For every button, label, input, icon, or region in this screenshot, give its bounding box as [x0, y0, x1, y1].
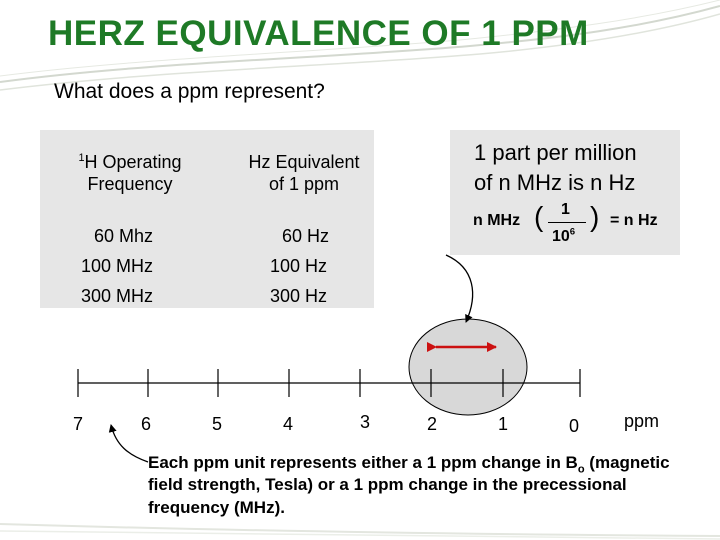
slide-title: HERZ EQUIVALENCE OF 1 PPM: [48, 14, 589, 53]
table-cell-hz: 60 Hz: [282, 226, 330, 246]
note-subscript: o: [577, 463, 585, 476]
header-frequency-line2: Frequency: [87, 173, 173, 194]
table-header-frequency: 1H Operating Frequency: [60, 152, 200, 195]
scale-unit-label: ppm: [624, 411, 660, 431]
highlight-oval: [408, 318, 528, 416]
table-cell-frequency: 300 MHz: [81, 286, 154, 306]
table-cell-frequency: 100 MHz: [81, 256, 154, 276]
slide-subtitle: What does a ppm represent?: [54, 80, 325, 103]
formula-fraction-bar: [548, 222, 586, 223]
formula-result: = n Hz: [610, 212, 658, 229]
header-hz-line2: of 1 ppm: [268, 173, 340, 194]
equivalence-table: [40, 130, 374, 308]
definition-box: [450, 130, 680, 255]
table-header-hz-equivalent: Hz Equivalent of 1 ppm: [224, 152, 384, 195]
note-pointer-arrow: [108, 424, 149, 463]
scale-tick-label: 0: [569, 416, 580, 436]
header-frequency-line1: H Operating: [84, 152, 182, 172]
scale-tick-label: 5: [212, 414, 223, 434]
table-cell-hz: 300 Hz: [270, 286, 328, 306]
scale-tick-marks: [77, 369, 581, 397]
scale-tick-label: 3: [360, 412, 371, 432]
formula-close-paren: ): [590, 201, 600, 232]
scale-tick-label: 7: [73, 414, 84, 434]
explanation-note: Each ppm unit represents either a 1 ppm …: [148, 453, 670, 517]
formula-prefix: n MHz: [473, 212, 521, 229]
scale-tick-label: 4: [283, 414, 294, 434]
formula-denominator: 106: [552, 226, 576, 245]
table-cell-hz: 100 Hz: [270, 256, 328, 276]
curved-pointer-arrow: [445, 254, 474, 323]
table-cell-frequency: 60 Mhz: [94, 226, 154, 246]
header-superscript: 1: [78, 152, 85, 164]
formula-open-paren: (: [534, 201, 544, 232]
header-hz-line1: Hz Equivalent: [248, 152, 360, 172]
scale-tick-label: 1: [498, 414, 509, 434]
formula-numerator: 1: [561, 201, 570, 218]
scale-tick-label: 2: [427, 414, 438, 434]
definition-line2: of n MHz is n Hz: [474, 170, 636, 195]
definition-line1: 1 part per million: [474, 140, 637, 165]
scale-tick-label: 6: [141, 414, 152, 434]
formula-exponent: 6: [569, 226, 576, 238]
